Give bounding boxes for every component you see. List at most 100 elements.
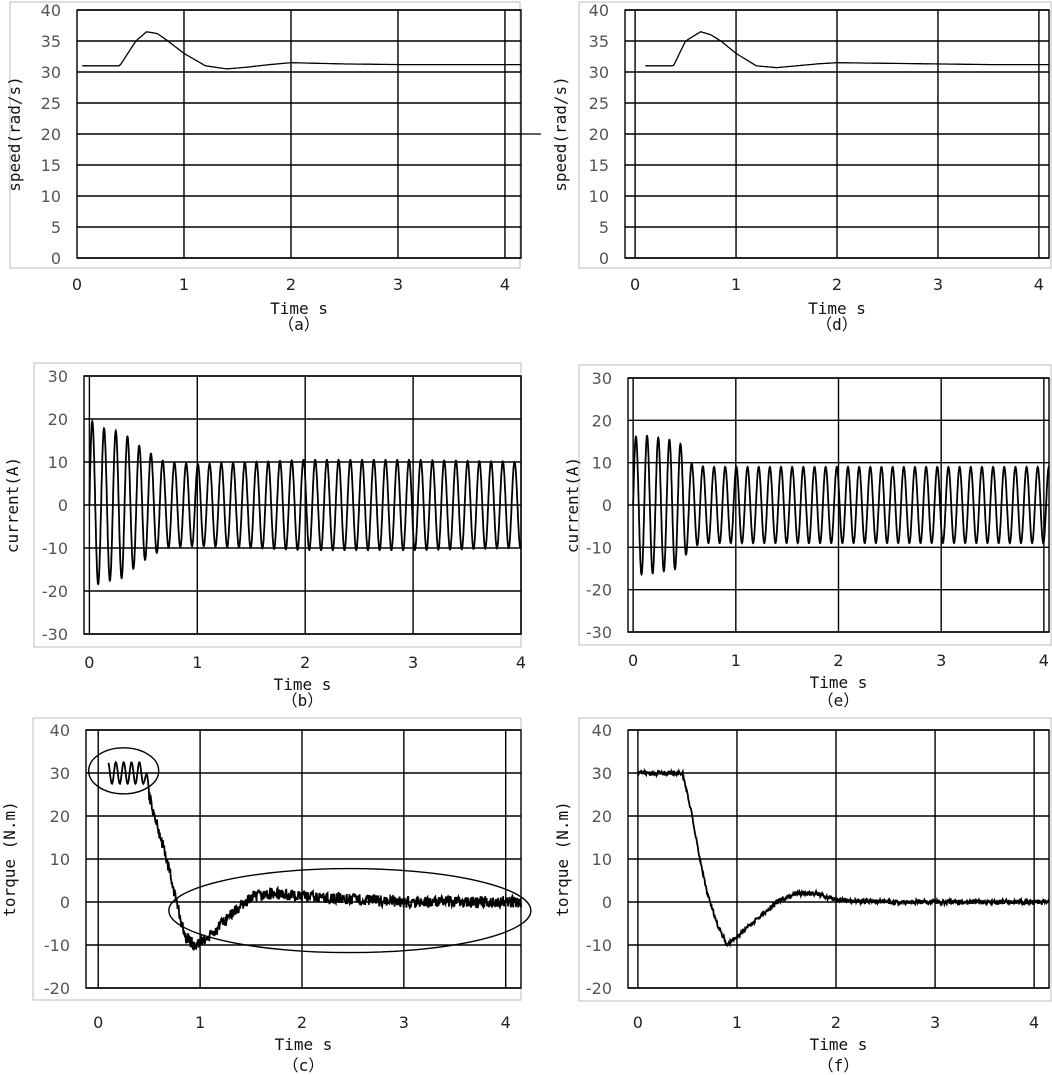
y-tick-label: 20	[589, 125, 609, 144]
x-tick-label: 2	[286, 275, 296, 294]
data-series-line	[107, 760, 522, 952]
x-tick-label: 3	[936, 651, 946, 670]
panel-d: 0 5 10 15 20 25 30 35 40 0 1 2 3 4 speed(rad/s) Time s（…	[551, 1, 1052, 334]
x-tick-label: 3	[930, 1013, 940, 1032]
panel-caption: （e）	[818, 691, 860, 710]
panel-a: 0 5 10 15 20 25 30 35 40 0 1 2 3 4 speed(rad/s) Time s（…	[5, 1, 522, 334]
y-tick-label: 0	[51, 249, 61, 268]
y-tick-label: -30	[42, 625, 68, 644]
y-axis-label: speed(rad/s)	[5, 76, 24, 192]
y-tick-label: 5	[599, 218, 609, 237]
x-tick-label: 2	[300, 653, 310, 672]
y-tick-label: 25	[41, 94, 61, 113]
panel-f: -20 -10 0 10 20 30 40 0 1 2 3 4 torque (N.m) Time s （f…	[553, 717, 1052, 1075]
x-tick-label: 0	[630, 275, 640, 294]
y-tick-label: 20	[592, 807, 612, 826]
y-tick-label: 35	[41, 32, 61, 51]
y-tick-label: 10	[41, 187, 61, 206]
panel-e: -30 -20 -10 0 10 20 30 0 1 2 3 4 current(A) Time s（e）	[563, 364, 1052, 710]
x-tick-label: 1	[179, 275, 189, 294]
x-tick-label: 0	[72, 275, 82, 294]
x-tick-label: 1	[731, 651, 741, 670]
highlight-ellipse	[168, 867, 532, 954]
y-axis-label: current(A)	[3, 457, 22, 553]
x-tick-label: 4	[501, 1013, 511, 1032]
x-tick-label: 3	[399, 1013, 409, 1032]
y-tick-label: 10	[592, 850, 612, 869]
y-tick-label: 40	[41, 1, 61, 20]
x-tick-label: 2	[833, 651, 843, 670]
panel-frame	[578, 1, 1052, 269]
y-tick-label: 0	[602, 496, 612, 515]
y-tick-label: -10	[586, 936, 612, 955]
x-tick-label: 4	[1039, 651, 1049, 670]
panel-caption: （f）	[818, 1056, 860, 1075]
y-tick-label: 40	[589, 1, 609, 20]
y-tick-label: 10	[48, 453, 68, 472]
y-tick-label: 20	[48, 410, 68, 429]
y-tick-label: 40	[50, 721, 70, 740]
panel-c: -20 -10 0 10 20 30 40 0 1 2 3 4 torque (N.m) Time s （c…	[0, 717, 532, 1075]
x-axis-label: Time s	[270, 299, 328, 318]
y-tick-label: 10	[50, 850, 70, 869]
x-tick-label: 0	[93, 1013, 103, 1032]
x-axis-label: Time s	[808, 299, 866, 318]
y-tick-label: 20	[592, 411, 612, 430]
x-tick-label: 3	[408, 653, 418, 672]
data-series-line	[637, 767, 1050, 948]
panel-caption: （b）	[282, 691, 324, 710]
y-tick-label: 0	[602, 893, 612, 912]
panel-frame	[578, 364, 1052, 646]
panel-frame	[578, 717, 1052, 1002]
y-axis-label: torque (N.m)	[553, 801, 572, 917]
panel-caption: （a）	[278, 315, 320, 334]
y-axis-label: current(A)	[563, 457, 582, 553]
plot-area	[627, 729, 1050, 989]
x-axis-label: Time s	[274, 675, 332, 694]
y-tick-label: 0	[599, 249, 609, 268]
y-axis-label: torque (N.m)	[0, 801, 19, 917]
y-tick-label: -10	[586, 538, 612, 557]
panel-caption: （c）	[283, 1056, 325, 1075]
y-tick-label: -20	[44, 979, 70, 998]
y-tick-label: 30	[41, 63, 61, 82]
y-tick-label: 30	[48, 367, 68, 386]
x-tick-label: 2	[832, 275, 842, 294]
x-axis-label: Time s	[275, 1035, 333, 1054]
y-tick-label: -20	[586, 581, 612, 600]
y-tick-label: 30	[589, 63, 609, 82]
x-axis-label: Time s	[810, 1035, 868, 1054]
y-tick-label: -20	[42, 582, 68, 601]
y-tick-label: 20	[41, 125, 61, 144]
x-tick-label: 1	[732, 1013, 742, 1032]
panel-frame	[9, 1, 521, 269]
data-series-line	[82, 31, 521, 70]
x-tick-label: 4	[516, 653, 526, 672]
y-axis-label: speed(rad/s)	[551, 76, 570, 192]
x-tick-label: 3	[393, 275, 403, 294]
data-series-waveform	[88, 419, 522, 586]
panel-b: -30 -20 -10 0 10 20 30 0 1 2 3 4 current(A) Time s（b）	[3, 362, 526, 710]
y-tick-label: 40	[592, 721, 612, 740]
y-tick-label: 30	[50, 764, 70, 783]
y-tick-label: 5	[51, 218, 61, 237]
x-tick-label: 0	[633, 1013, 643, 1032]
x-tick-label: 4	[500, 275, 510, 294]
plot-area	[85, 729, 522, 989]
y-tick-label: 10	[592, 454, 612, 473]
y-tick-label: 10	[589, 187, 609, 206]
x-tick-label: 1	[731, 275, 741, 294]
x-axis-label: Time s	[810, 673, 868, 692]
y-tick-label: 0	[58, 496, 68, 515]
y-tick-label: -20	[586, 979, 612, 998]
x-tick-label: 0	[628, 651, 638, 670]
x-tick-label: 2	[831, 1013, 841, 1032]
y-tick-label: 15	[41, 156, 61, 175]
y-tick-label: 30	[592, 369, 612, 388]
y-tick-label: -30	[586, 623, 612, 642]
highlight-ellipse	[87, 747, 160, 795]
data-series-line	[645, 30, 1049, 69]
x-tick-label: 4	[1034, 275, 1044, 294]
y-tick-label: 20	[50, 807, 70, 826]
